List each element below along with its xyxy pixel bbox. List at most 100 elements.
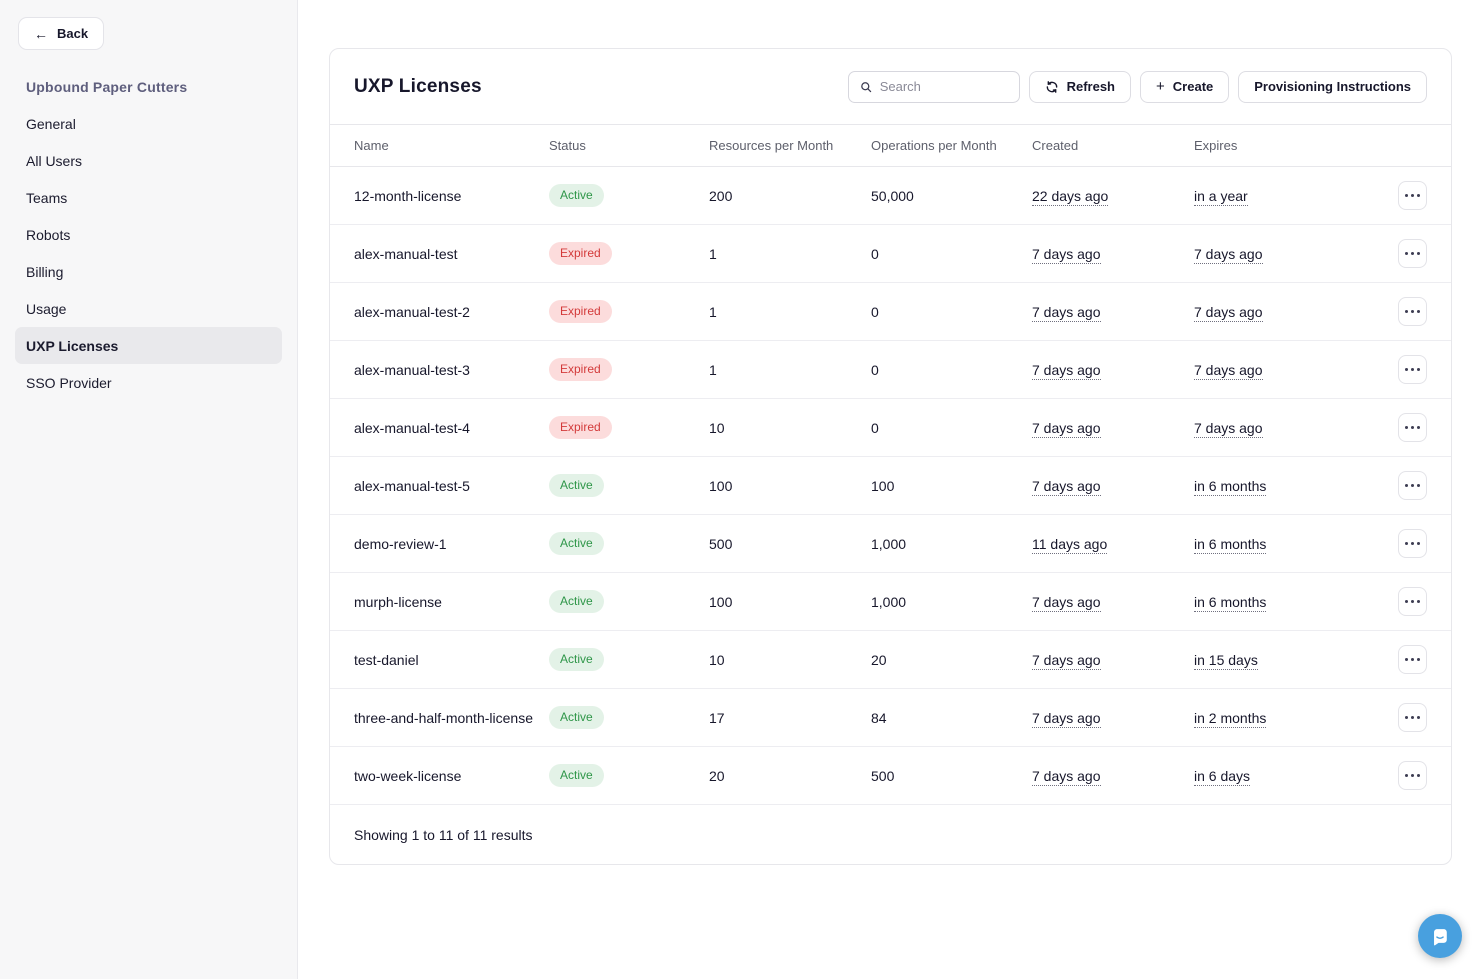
status-badge: Expired — [549, 358, 612, 381]
row-actions-button[interactable] — [1398, 471, 1427, 500]
row-actions-button[interactable] — [1398, 355, 1427, 384]
status-badge: Active — [549, 184, 604, 207]
create-button[interactable]: + Create — [1140, 70, 1230, 103]
resources-per-month-value: 17 — [709, 709, 725, 726]
created-date[interactable]: 22 days ago — [1032, 187, 1109, 206]
expires-date[interactable]: in 2 months — [1194, 709, 1267, 728]
sidebar-item-robots[interactable]: Robots — [15, 216, 282, 253]
results-summary: Showing 1 to 11 of 11 results — [354, 826, 533, 843]
row-actions-button[interactable] — [1398, 297, 1427, 326]
resources-per-month-value: 100 — [709, 477, 733, 494]
sidebar-item-all-users[interactable]: All Users — [15, 142, 282, 179]
table-row: alex-manual-test-3 Expired 1 0 7 days ag… — [330, 340, 1451, 399]
row-actions-button[interactable] — [1398, 587, 1427, 616]
ellipsis-icon — [1405, 716, 1420, 719]
sidebar-item-label: General — [26, 115, 76, 132]
created-date[interactable]: 7 days ago — [1032, 593, 1101, 612]
sidebar-item-usage[interactable]: Usage — [15, 290, 282, 327]
expires-date[interactable]: in 6 months — [1194, 593, 1267, 612]
ellipsis-icon — [1405, 368, 1420, 371]
created-date[interactable]: 7 days ago — [1032, 477, 1101, 496]
search-icon — [860, 81, 871, 92]
created-date[interactable]: 11 days ago — [1032, 535, 1108, 554]
search-box[interactable] — [847, 70, 1020, 103]
ellipsis-icon — [1405, 194, 1420, 197]
card-header: UXP Licenses — [330, 49, 1451, 124]
column-header-status: Status — [549, 124, 709, 167]
plus-icon: + — [1156, 78, 1165, 95]
column-header-created: Created — [1032, 124, 1194, 167]
expires-date[interactable]: 7 days ago — [1194, 303, 1263, 322]
refresh-button[interactable]: Refresh — [1028, 70, 1132, 103]
page-title: UXP Licenses — [354, 75, 482, 97]
back-button[interactable]: ← Back — [18, 17, 105, 50]
row-actions-button[interactable] — [1398, 413, 1427, 442]
table-row: alex-manual-test-5 Active 100 100 7 days… — [330, 456, 1451, 515]
created-date[interactable]: 7 days ago — [1032, 767, 1101, 786]
table-row: three-and-half-month-license Active 17 8… — [330, 688, 1451, 747]
sidebar-item-label: UXP Licenses — [26, 337, 119, 354]
created-date[interactable]: 7 days ago — [1032, 419, 1101, 438]
sidebar-item-billing[interactable]: Billing — [15, 253, 282, 290]
table-row: murph-license Active 100 1,000 7 days ag… — [330, 572, 1451, 631]
sidebar-item-general[interactable]: General — [15, 105, 282, 142]
table-row: demo-review-1 Active 500 1,000 11 days a… — [330, 514, 1451, 573]
status-badge: Active — [549, 648, 604, 671]
status-badge: Active — [549, 532, 604, 555]
expires-date[interactable]: in a year — [1194, 187, 1248, 206]
resources-per-month-value: 10 — [709, 419, 725, 436]
operations-per-month-value: 20 — [871, 651, 887, 668]
row-actions-button[interactable] — [1398, 181, 1427, 210]
expires-date[interactable]: in 6 months — [1194, 477, 1267, 496]
search-input[interactable] — [879, 79, 1008, 94]
license-name: alex-manual-test-2 — [354, 303, 470, 320]
sidebar-item-label: All Users — [26, 152, 83, 169]
table-row: test-daniel Active 10 20 7 days ago in 1… — [330, 630, 1451, 689]
chat-button[interactable] — [1418, 914, 1462, 958]
expires-date[interactable]: in 6 months — [1194, 535, 1267, 554]
resources-per-month-value: 100 — [709, 593, 733, 610]
provisioning-instructions-label: Provisioning Instructions — [1254, 79, 1411, 94]
created-date[interactable]: 7 days ago — [1032, 303, 1101, 322]
column-header-expires: Expires — [1194, 124, 1378, 167]
sidebar-item-uxp-licenses[interactable]: UXP Licenses — [15, 327, 282, 364]
expires-date[interactable]: in 6 days — [1194, 767, 1251, 786]
table-body: 12-month-license Active 200 50,000 22 da… — [330, 166, 1451, 805]
status-badge: Active — [549, 474, 604, 497]
provisioning-instructions-button[interactable]: Provisioning Instructions — [1238, 70, 1427, 103]
ellipsis-icon — [1405, 484, 1420, 487]
expires-date[interactable]: 7 days ago — [1194, 419, 1263, 438]
expires-date[interactable]: 7 days ago — [1194, 245, 1263, 264]
operations-per-month-value: 1,000 — [871, 535, 907, 552]
resources-per-month-value: 500 — [709, 535, 733, 552]
back-arrow-icon: ← — [34, 25, 48, 42]
license-name: alex-manual-test-4 — [354, 419, 470, 436]
ellipsis-icon — [1405, 658, 1420, 661]
resources-per-month-value: 20 — [709, 767, 725, 784]
row-actions-button[interactable] — [1398, 529, 1427, 558]
operations-per-month-value: 500 — [871, 767, 895, 784]
row-actions-button[interactable] — [1398, 645, 1427, 674]
main-content: UXP Licenses — [298, 0, 1484, 979]
created-date[interactable]: 7 days ago — [1032, 651, 1101, 670]
expires-date[interactable]: in 15 days — [1194, 651, 1258, 670]
ellipsis-icon — [1405, 310, 1420, 313]
org-title: Upbound Paper Cutters — [26, 78, 188, 95]
row-actions-button[interactable] — [1398, 761, 1427, 790]
license-name: test-daniel — [354, 651, 419, 668]
row-actions-button[interactable] — [1398, 703, 1427, 732]
sidebar-item-teams[interactable]: Teams — [15, 179, 282, 216]
expires-date[interactable]: 7 days ago — [1194, 361, 1263, 380]
row-actions-button[interactable] — [1398, 239, 1427, 268]
created-date[interactable]: 7 days ago — [1032, 709, 1101, 728]
sidebar-item-label: SSO Provider — [26, 374, 112, 391]
operations-per-month-value: 84 — [871, 709, 887, 726]
resources-per-month-value: 10 — [709, 651, 725, 668]
status-badge: Active — [549, 590, 604, 613]
sidebar-item-sso-provider[interactable]: SSO Provider — [15, 364, 282, 401]
created-date[interactable]: 7 days ago — [1032, 245, 1101, 264]
license-name: murph-license — [354, 593, 442, 610]
created-date[interactable]: 7 days ago — [1032, 361, 1101, 380]
sidebar-item-label: Usage — [26, 300, 67, 317]
